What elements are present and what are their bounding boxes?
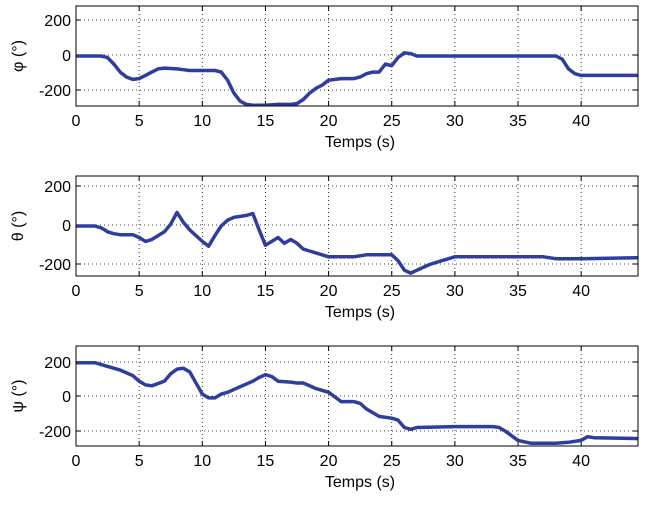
series-line bbox=[76, 360, 638, 445]
x-tick-label: 5 bbox=[135, 113, 144, 130]
x-tick-label: 10 bbox=[193, 283, 211, 300]
x-tick-label: 25 bbox=[383, 453, 401, 470]
x-tick-label: 40 bbox=[572, 453, 590, 470]
x-tick-label: 20 bbox=[320, 453, 338, 470]
x-tick-label: 30 bbox=[446, 113, 464, 130]
x-tick-label: 35 bbox=[509, 453, 527, 470]
axes-frame bbox=[75, 175, 639, 277]
x-tick-label: 30 bbox=[446, 283, 464, 300]
x-axis-label: Temps (s) bbox=[325, 134, 395, 151]
x-axis-label: Temps (s) bbox=[325, 304, 395, 321]
y-tick-label: 200 bbox=[44, 13, 71, 30]
x-tick-label: 10 bbox=[193, 113, 211, 130]
y-tick-label: 200 bbox=[44, 355, 71, 372]
series-line bbox=[76, 210, 638, 275]
x-axis-label: Temps (s) bbox=[325, 474, 395, 491]
x-tick-label: 0 bbox=[72, 113, 81, 130]
x-tick-label: 35 bbox=[509, 283, 527, 300]
x-tick-label: 15 bbox=[257, 113, 275, 130]
x-tick-label: 20 bbox=[320, 113, 338, 130]
y-tick-label: 0 bbox=[62, 218, 71, 235]
y-tick-label: -200 bbox=[39, 424, 71, 441]
y-tick-label: 0 bbox=[62, 389, 71, 406]
x-tick-label: 5 bbox=[135, 283, 144, 300]
x-tick-label: 20 bbox=[320, 283, 338, 300]
axes-frame bbox=[75, 5, 639, 107]
y-tick-label: -200 bbox=[39, 257, 71, 274]
x-tick-label: 15 bbox=[257, 453, 275, 470]
x-tick-label: 35 bbox=[509, 113, 527, 130]
x-tick-label: 25 bbox=[383, 283, 401, 300]
x-tick-label: 0 bbox=[72, 453, 81, 470]
x-tick-label: 25 bbox=[383, 113, 401, 130]
y-axis-label: ψ (°) bbox=[10, 380, 27, 413]
axes-frame bbox=[75, 345, 639, 447]
y-tick-label: 200 bbox=[44, 179, 71, 196]
x-tick-label: 40 bbox=[572, 283, 590, 300]
y-axis-label: φ (°) bbox=[10, 40, 27, 72]
x-tick-label: 15 bbox=[257, 283, 275, 300]
x-tick-label: 30 bbox=[446, 453, 464, 470]
plot-area bbox=[76, 176, 638, 276]
x-tick-label: 40 bbox=[572, 113, 590, 130]
y-tick-label: -200 bbox=[39, 83, 71, 100]
series-line bbox=[76, 51, 638, 106]
x-tick-label: 0 bbox=[72, 283, 81, 300]
x-tick-label: 5 bbox=[135, 453, 144, 470]
y-axis-label: θ (°) bbox=[10, 211, 27, 241]
y-tick-label: 0 bbox=[62, 48, 71, 65]
x-tick-label: 10 bbox=[193, 453, 211, 470]
